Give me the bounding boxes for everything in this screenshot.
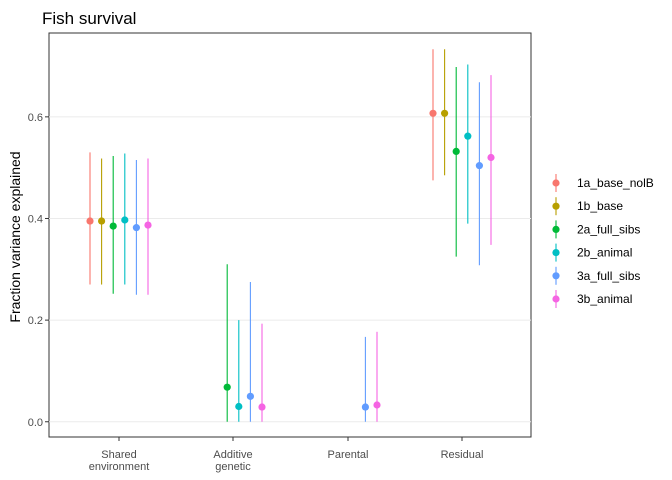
x-tick-label: Additive bbox=[213, 449, 252, 461]
data-point bbox=[109, 222, 117, 230]
data-marks bbox=[86, 49, 495, 422]
y-axis: 0.0 0.2 0.4 0.6 bbox=[28, 112, 49, 429]
legend-key-point bbox=[552, 225, 560, 233]
x-tick-label: genetic bbox=[215, 461, 251, 473]
legend-label: 2b_animal bbox=[577, 246, 632, 260]
data-point bbox=[144, 221, 152, 229]
legend-label: 2a_full_sibs bbox=[577, 222, 640, 236]
grid-lines bbox=[49, 116, 531, 423]
y-tick-label: 0.6 bbox=[28, 112, 43, 124]
data-point bbox=[373, 401, 381, 409]
legend-label: 1a_base_nolB bbox=[577, 176, 654, 190]
y-tick-label: 0.4 bbox=[28, 213, 43, 225]
x-tick-label: Parental bbox=[328, 449, 369, 461]
legend-key-point bbox=[552, 295, 560, 303]
data-point bbox=[223, 383, 231, 391]
x-tick-label: Residual bbox=[441, 449, 484, 461]
data-point bbox=[475, 162, 483, 170]
data-point bbox=[98, 217, 106, 225]
data-point bbox=[452, 147, 460, 156]
y-axis-title: Fraction variance explained bbox=[7, 151, 23, 322]
legend-key-point bbox=[552, 272, 560, 280]
legend-key-point bbox=[552, 249, 560, 257]
x-tick-label: Shared bbox=[101, 449, 136, 461]
legend: 1a_base_nolB 1b_base 2a_full_sibs 2b_animal… bbox=[552, 174, 654, 308]
legend-label: 3b_animal bbox=[577, 292, 632, 306]
legend-label: 3a_full_sibs bbox=[577, 269, 640, 283]
data-point bbox=[487, 153, 495, 162]
y-tick-label: 0.0 bbox=[28, 417, 43, 429]
data-point bbox=[361, 403, 369, 411]
legend-key-point bbox=[552, 179, 560, 187]
data-point bbox=[429, 109, 437, 117]
data-point bbox=[464, 132, 472, 140]
chart-title: Fish survival bbox=[42, 9, 136, 28]
data-point bbox=[132, 224, 140, 232]
data-point bbox=[441, 109, 449, 117]
legend-label: 1b_base bbox=[577, 199, 623, 213]
data-point bbox=[235, 402, 243, 411]
y-tick-label: 0.2 bbox=[28, 315, 43, 327]
data-point bbox=[258, 403, 266, 411]
data-point bbox=[86, 217, 94, 225]
data-point bbox=[246, 392, 254, 400]
x-tick-label: environment bbox=[89, 461, 150, 473]
plot-panel bbox=[48, 32, 532, 438]
legend-key-point bbox=[552, 202, 560, 210]
data-point bbox=[121, 216, 129, 224]
